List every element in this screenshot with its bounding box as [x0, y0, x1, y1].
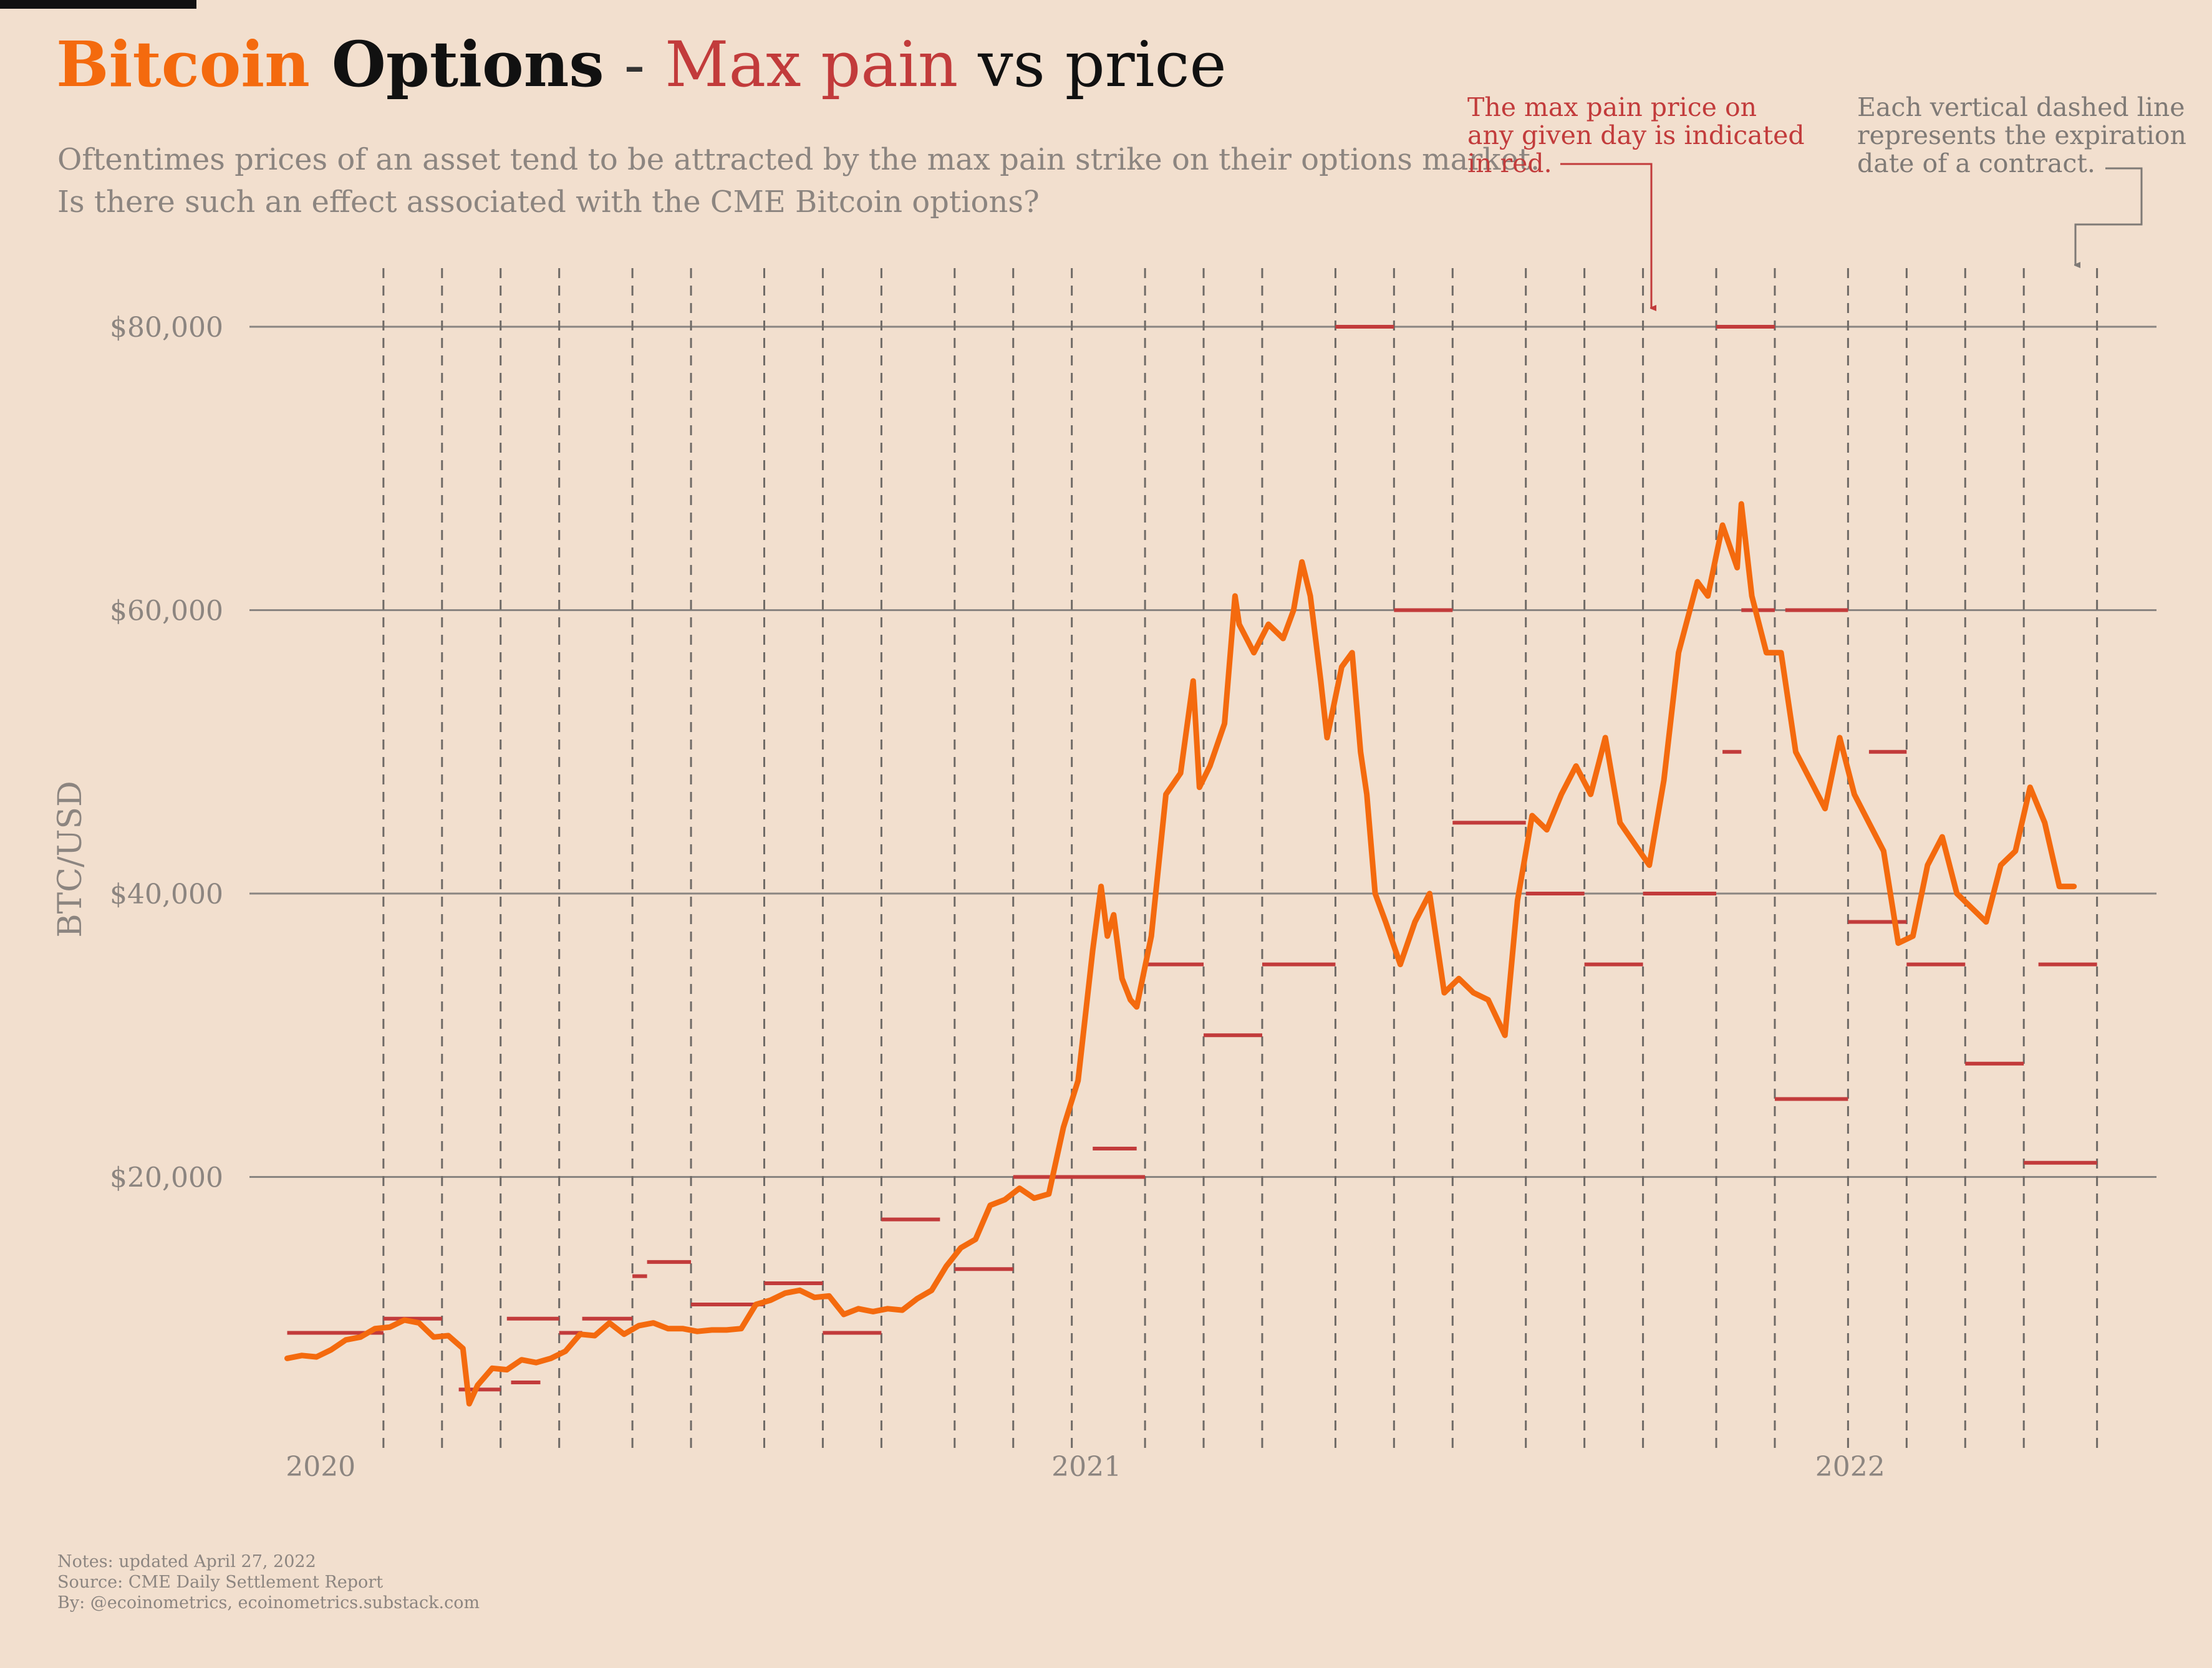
- subtitle-line-1: Oftentimes prices of an asset tend to be…: [57, 142, 1540, 177]
- y-tick-label: $40,000: [110, 879, 223, 910]
- max-pain-annotation: The max pain price on any given day is i…: [1467, 94, 1805, 178]
- chart-notes: Notes: updated April 27, 2022 Source: CM…: [57, 1551, 480, 1613]
- y-tick-label: $20,000: [110, 1162, 223, 1194]
- max-pain-annotation-line-2: any given day is indicated: [1467, 120, 1805, 150]
- chart-subtitle: Oftentimes prices of an asset tend to be…: [57, 138, 1540, 223]
- expiration-lines: [382, 268, 2099, 1453]
- y-axis-title: BTC/USD: [52, 781, 89, 937]
- subtitle-line-2: Is there such an effect associated with …: [57, 185, 1040, 219]
- y-tick-label: $80,000: [110, 312, 223, 344]
- top-accent-bar: [0, 0, 196, 9]
- notes-line-3: By: @ecoinometrics, ecoinometrics.substa…: [57, 1593, 480, 1613]
- title-dash: -: [604, 28, 665, 101]
- expiration-annotation: Each vertical dashed line represents the…: [1857, 94, 2186, 178]
- x-tick-label: 2020: [286, 1451, 355, 1483]
- expiration-annotation-line-3: date of a contract.: [1857, 148, 2095, 178]
- y-tick-label: $60,000: [110, 595, 223, 627]
- expiration-annotation-line-2: represents the expiration: [1857, 120, 2186, 150]
- axis-labels: $20,000 $40,000 $60,000 $80,000 BTC/USD 2020 2…: [52, 312, 1885, 1483]
- title-max-pain: Max pain: [665, 28, 959, 101]
- x-tick-label: 2022: [1815, 1451, 1885, 1483]
- expiration-annotation-line-1: Each vertical dashed line: [1857, 92, 2185, 122]
- notes-line-1: Notes: updated April 27, 2022: [57, 1552, 316, 1571]
- chart-title: Bitcoin Options - Max pain vs price: [56, 24, 1227, 105]
- title-options: Options: [309, 27, 604, 101]
- title-bitcoin: Bitcoin: [56, 27, 310, 101]
- price-line: [284, 501, 2077, 1407]
- max-pain-annotation-line-3: in red.: [1467, 148, 1552, 178]
- expiration-leader: [2075, 167, 2143, 265]
- notes-line-2: Source: CME Daily Settlement Report: [57, 1573, 384, 1592]
- max-pain-leader: [1560, 163, 1651, 308]
- title-vs-price: vs price: [958, 28, 1227, 101]
- x-tick-label: 2021: [1051, 1451, 1121, 1483]
- annotation-leaders: [1560, 163, 2143, 308]
- price-series: [284, 501, 2077, 1407]
- max-pain-annotation-line-1: The max pain price on: [1467, 92, 1757, 122]
